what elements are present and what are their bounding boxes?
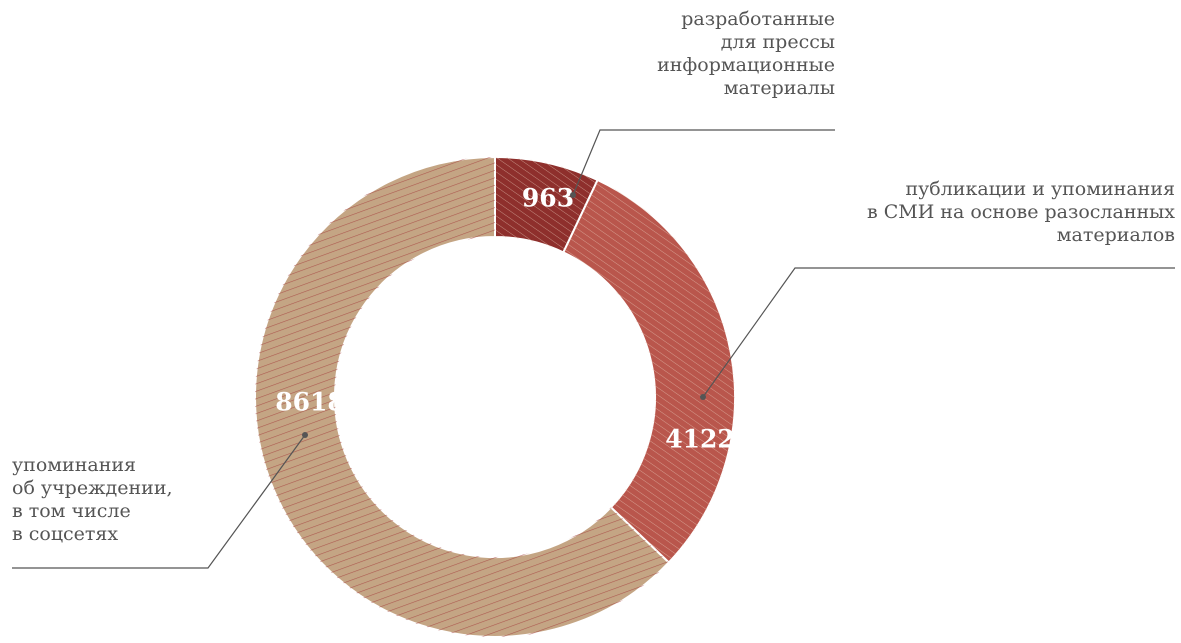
leader-line [572, 129, 835, 196]
slice [562, 178, 736, 564]
category-label: публикации и упоминания в СМИ на основе … [866, 178, 1175, 246]
category-label: разработанные для прессы информационные … [657, 8, 835, 99]
value-label: 4122 [665, 425, 735, 454]
leader-line [702, 267, 1175, 398]
leader-line [12, 434, 306, 569]
leader-dot [700, 394, 706, 400]
value-label: 8618 [275, 388, 345, 417]
category-label: упоминания об учреждении, в том числе в … [12, 454, 173, 545]
leader-dot [570, 192, 576, 198]
leader-dot [302, 432, 308, 438]
value-label: 963 [522, 184, 574, 213]
